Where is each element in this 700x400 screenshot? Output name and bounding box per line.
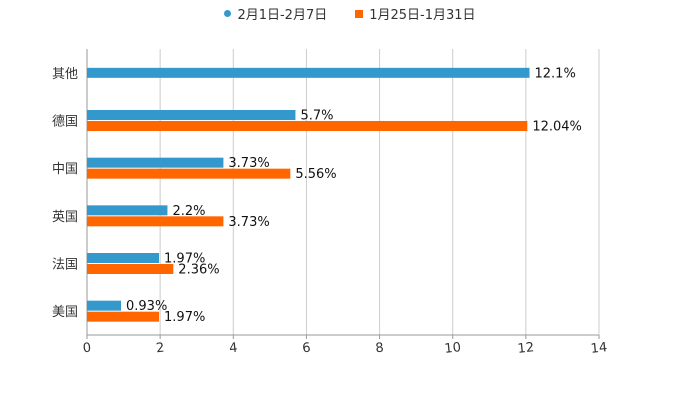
x-tick-label: 10 bbox=[444, 340, 462, 357]
x-tick-label: 8 bbox=[375, 341, 385, 357]
x-tick-label: 0 bbox=[82, 341, 92, 357]
legend: 2月1日-2月7日 1月25日-1月31日 bbox=[0, 4, 700, 23]
bar-series-1 bbox=[87, 253, 160, 263]
legend-label-series-2: 1月25日-1月31日 bbox=[369, 8, 476, 23]
data-label-series-2: 3.73% bbox=[228, 215, 269, 230]
data-label-series-1: 0.93% bbox=[126, 299, 167, 314]
x-tick-label: 14 bbox=[590, 340, 608, 357]
data-label-series-2: 1.97% bbox=[164, 310, 205, 325]
x-tick-label: 6 bbox=[302, 341, 312, 357]
legend-marker-series-1 bbox=[224, 10, 232, 17]
data-label-series-1: 12.1% bbox=[535, 66, 576, 81]
bar-series-1 bbox=[87, 110, 296, 120]
x-tick-label: 12 bbox=[517, 340, 535, 357]
bar-series-2 bbox=[87, 311, 160, 322]
legend-item-series-2[interactable]: 1月25日-1月31日 bbox=[355, 4, 476, 23]
bar-series-2 bbox=[87, 168, 291, 179]
x-tick-label: 4 bbox=[228, 341, 238, 357]
bar-series-2 bbox=[87, 121, 528, 131]
x-tick-label: 2 bbox=[155, 341, 165, 357]
category-label: 法国 bbox=[52, 258, 78, 273]
data-label-series-1: 3.73% bbox=[228, 156, 269, 171]
data-label-series-1: 5.7% bbox=[300, 109, 333, 124]
data-label-series-2: 2.36% bbox=[178, 263, 219, 278]
category-label: 中国 bbox=[52, 162, 78, 177]
data-label-series-2: 5.56% bbox=[295, 167, 336, 182]
bar-series-1 bbox=[87, 157, 224, 168]
data-label-series-2: 12.04% bbox=[532, 120, 582, 135]
bar-series-1 bbox=[87, 67, 530, 78]
category-label: 德国 bbox=[52, 115, 78, 130]
legend-item-series-1[interactable]: 2月1日-2月7日 bbox=[224, 4, 327, 23]
bar-series-2 bbox=[87, 216, 224, 227]
legend-marker-series-2 bbox=[355, 9, 364, 18]
category-label: 英国 bbox=[52, 210, 78, 225]
category-label: 其他 bbox=[52, 67, 78, 82]
bar-series-1 bbox=[87, 300, 122, 311]
legend-label-series-1: 2月1日-2月7日 bbox=[237, 8, 328, 23]
data-label-series-1: 1.97% bbox=[164, 252, 205, 267]
data-label-series-1: 2.2% bbox=[172, 204, 205, 219]
category-label: 美国 bbox=[52, 305, 78, 320]
bar-series-1 bbox=[87, 205, 168, 216]
bar-series-2 bbox=[87, 264, 174, 274]
